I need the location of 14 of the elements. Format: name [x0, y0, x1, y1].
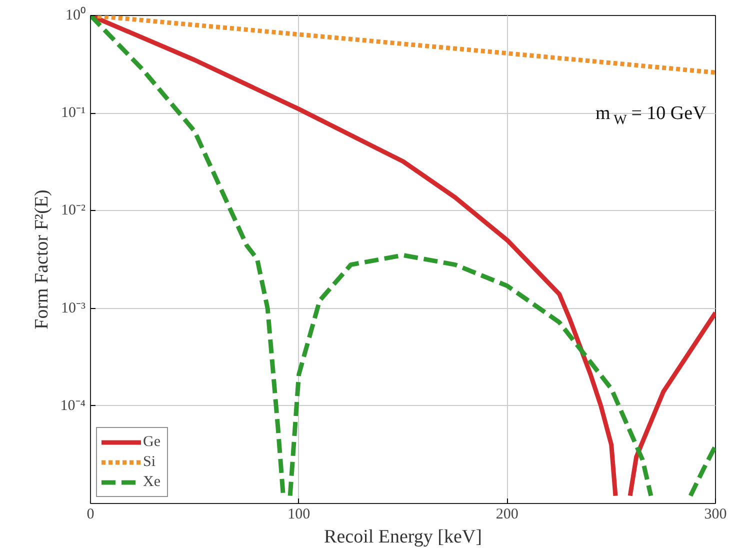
y-tick-label: 10⁻³ — [61, 300, 86, 316]
x-axis-title: Recoil Energy [keV] — [324, 526, 482, 548]
x-tick-label: 100 — [288, 506, 310, 522]
legend-label: Ge — [143, 434, 162, 450]
y-tick-label: 10⁰ — [66, 6, 86, 24]
y-axis-title: Form Factor F²(E) — [31, 190, 52, 330]
x-tick-label: 0 — [86, 506, 94, 522]
y-tick-label: 10⁻¹ — [61, 105, 86, 122]
x-tick-label: 200 — [496, 506, 518, 522]
x-tick-label: 300 — [704, 506, 727, 522]
y-tick-label: 10⁻⁴ — [60, 398, 86, 414]
legend-label: Xe — [143, 474, 162, 490]
legend-label: Si — [143, 454, 157, 470]
y-tick-label: 10⁻² — [61, 202, 86, 219]
